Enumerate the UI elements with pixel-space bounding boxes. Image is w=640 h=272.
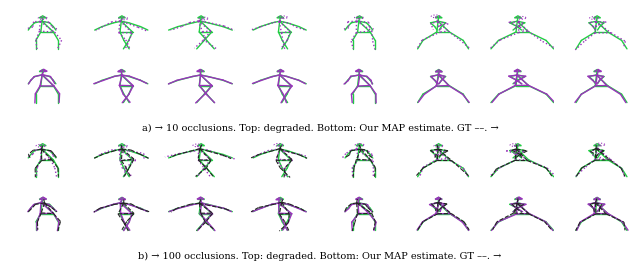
- Text: a) → 10 occlusions. Top: degraded. Bottom: Our MAP estimate. GT ––. →: a) → 10 occlusions. Top: degraded. Botto…: [141, 124, 499, 133]
- Text: b) → 100 occlusions. Top: degraded. Bottom: Our MAP estimate. GT ––. →: b) → 100 occlusions. Top: degraded. Bott…: [138, 252, 502, 261]
